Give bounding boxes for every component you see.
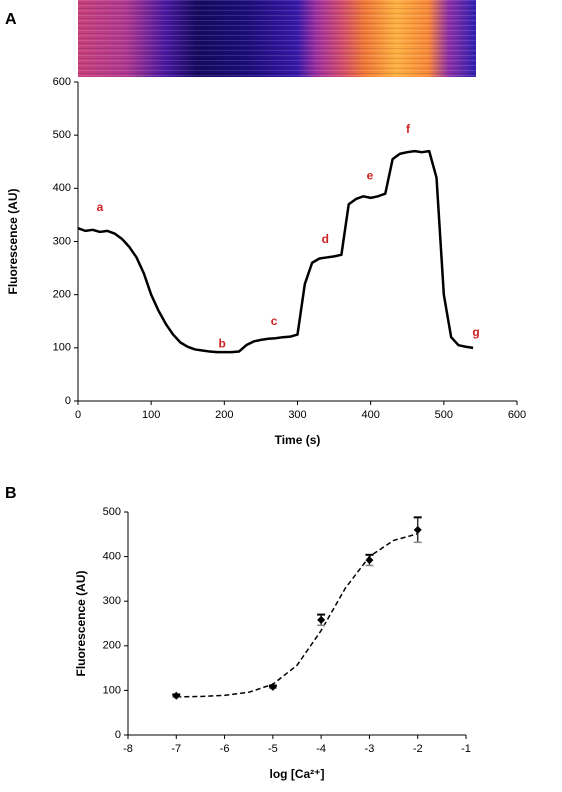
annotation: b <box>218 336 225 350</box>
x-tick-label: -3 <box>365 743 375 755</box>
x-tick-label: -4 <box>316 743 326 755</box>
x-tick-label: 100 <box>142 409 160 421</box>
point <box>268 682 277 691</box>
y-tick-label: 500 <box>103 506 121 518</box>
point <box>317 615 326 624</box>
x-tick-label: 600 <box>508 409 526 421</box>
point <box>365 556 374 565</box>
annotation: e <box>367 168 374 182</box>
y-tick-label: 300 <box>103 595 121 607</box>
annotation: f <box>406 122 411 136</box>
x-tick-label: -5 <box>268 743 278 755</box>
x-tick-label: 500 <box>435 409 453 421</box>
y-tick-label: 300 <box>53 235 71 247</box>
kymograph-texture <box>78 0 476 77</box>
point <box>172 691 181 700</box>
y-axis-title: Fluorescence (AU) <box>74 570 88 676</box>
annotation: c <box>271 314 278 328</box>
annotation: g <box>472 325 479 339</box>
y-tick-label: 0 <box>115 729 121 741</box>
y-tick-label: 100 <box>103 684 121 696</box>
x-tick-label: -2 <box>413 743 423 755</box>
x-tick-label: -8 <box>123 743 133 755</box>
y-tick-label: 400 <box>53 182 71 194</box>
fit-curve <box>176 533 418 698</box>
x-axis-title: Time (s) <box>275 433 321 447</box>
panel-label: B <box>5 485 17 502</box>
y-tick-label: 500 <box>53 129 71 141</box>
x-axis-title: log [Ca²⁺] <box>270 767 325 781</box>
annotation: d <box>322 232 329 246</box>
annotation: a <box>97 200 104 214</box>
y-tick-label: 200 <box>103 640 121 652</box>
x-tick-label: -6 <box>220 743 230 755</box>
y-tick-label: 400 <box>103 551 121 563</box>
panel-label: A <box>5 11 17 28</box>
y-axis-title: Fluorescence (AU) <box>6 188 20 294</box>
x-tick-label: 200 <box>215 409 233 421</box>
x-tick-label: 400 <box>361 409 379 421</box>
trace <box>77 149 474 354</box>
x-tick-label: -7 <box>171 743 181 755</box>
point <box>413 525 422 534</box>
x-tick-label: -1 <box>461 743 471 755</box>
x-tick-label: 300 <box>288 409 306 421</box>
y-tick-label: 0 <box>65 395 71 407</box>
y-tick-label: 600 <box>53 76 71 88</box>
y-tick-label: 200 <box>53 289 71 301</box>
x-tick-label: 0 <box>75 409 81 421</box>
y-tick-label: 100 <box>53 342 71 354</box>
